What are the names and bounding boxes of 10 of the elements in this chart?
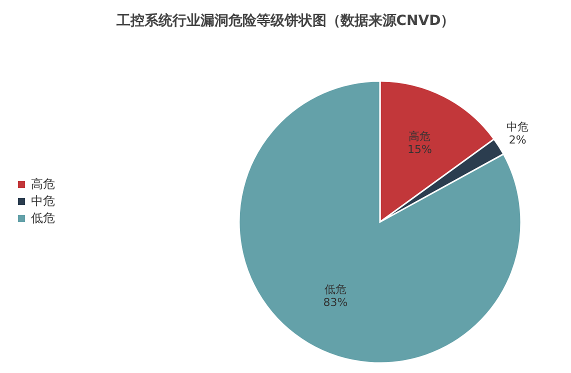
slice-label: 低危 bbox=[324, 283, 346, 296]
legend-label: 低危 bbox=[31, 210, 55, 227]
data-label: 15% bbox=[407, 143, 432, 156]
data-label: 2% bbox=[508, 134, 526, 147]
slice-label: 中危 bbox=[506, 120, 529, 134]
slice-label: 高危 bbox=[408, 130, 431, 144]
chart-title: 工控系统行业漏洞危险等级饼状图（数据来源CNVD） bbox=[115, 12, 456, 31]
legend-label: 中危 bbox=[31, 193, 55, 210]
data-label: 83% bbox=[323, 296, 348, 310]
legend-label: 高危 bbox=[31, 176, 55, 193]
